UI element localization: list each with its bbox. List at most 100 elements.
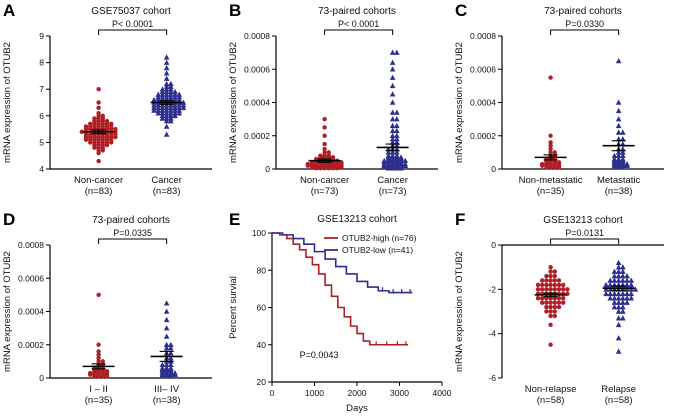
points-group-0 [305,116,344,171]
x-tick-label: 4000 [433,388,452,398]
p-value-label: P< 0.0001 [338,19,379,29]
points-group-1 [151,54,187,137]
p-value-label: P=0.0335 [113,228,152,238]
x-tick-label: 2000 [348,388,367,398]
significance-bracket [324,29,394,35]
y-tick-label: 0.0002 [244,131,270,141]
panel-f: F 0 -2 -4 -6 GSE13213 cohort P=0.0131 Non-rela… [452,209,678,418]
y-axis-label: mRNA expression of OTUB2 [2,42,13,163]
y-tick-label: 7 [39,84,44,94]
group-label: I – II [89,384,107,395]
group-label: Metastatic [597,175,641,186]
y-tick-label: -2 [488,284,496,294]
group-n-label: (n=58) [537,395,565,406]
y-tick-label: 0.0008 [18,240,44,250]
panel-title: 73-paired cohorts [92,215,170,226]
points-group-1 [159,300,178,379]
group-label: Relapse [601,384,636,395]
significance-bracket [98,29,168,35]
y-tick-label: 0 [39,373,44,383]
y-tick-label: 20 [257,377,267,387]
km-curve-1 [272,232,413,294]
p-value-label: P< 0.0001 [112,19,153,29]
y-tick-label: 5 [39,137,44,147]
y-tick-label: 100 [252,228,266,238]
group-label: Non-metastatic [519,175,583,186]
group-n-label: (n=38) [153,395,181,406]
significance-bracket [550,29,620,35]
x-tick-label: 0 [270,388,275,398]
group-n-label: (n=83) [85,186,113,197]
points-group-1 [611,57,630,170]
panel-letter-a: A [3,1,16,20]
panel-title: GSE13213 cohort [317,214,397,225]
panel-f-chart: 0 -2 -4 -6 GSE13213 cohort P=0.0131 Non-relaps… [454,215,664,406]
significance-bracket [98,238,168,244]
y-tick-label: 0.0006 [470,64,496,74]
panel-letter-f: F [455,210,466,229]
significance-bracket [550,238,620,244]
km-curve-0 [272,232,408,346]
points-group-0 [79,87,118,164]
group-n-label: (n=38) [605,186,633,197]
y-tick-label: 6 [39,111,44,121]
y-tick-label: 0.0006 [244,64,270,74]
panel-title: GSE13213 cohort [543,215,623,226]
y-tick-label: 60 [257,303,267,313]
group-n-label: (n=35) [537,186,565,197]
y-tick-label: 0.0008 [244,31,270,41]
group-n-label: (n=58) [605,395,633,406]
y-axis-label: mRNA expression of OTUB2 [228,42,239,163]
x-tick-label: 1000 [305,388,324,398]
panel-title: GSE75037 cohort [91,6,171,17]
p-value-label: P=0.0043 [300,350,339,360]
panel-letter-b: B [229,1,242,20]
panel-c-chart: 0 0.0002 0.0004 0.0006 0.0008 73-paired cohor… [454,6,664,197]
group-label: Cancer [151,175,182,186]
points-group-1 [381,49,409,171]
y-tick-label: 4 [39,164,44,174]
group-n-label: (n=73) [379,186,407,197]
group-n-label: (n=35) [85,395,113,406]
y-tick-label: 0.0002 [470,131,496,141]
p-value-label: P=0.0330 [565,19,604,29]
y-axis-label: mRNA expression of OTUB2 [454,42,465,163]
y-tick-label: -4 [488,329,496,339]
points-group-1 [603,259,639,354]
legend-label-1: OTUB2-low (n=41) [342,245,413,255]
group-label: Cancer [377,175,408,186]
group-label: Non-cancer [74,175,123,186]
points-group-0 [535,264,570,347]
panel-b: B 0 0.0002 0.0004 0.0006 0.0008 73-paired coh… [226,0,452,209]
group-label: Non-relapse [525,384,577,395]
panel-b-chart: 0 0.0002 0.0004 0.0006 0.0008 73-paired cohor… [228,6,438,197]
y-tick-label: 0 [491,164,496,174]
y-tick-label: 0.0004 [470,98,496,108]
panel-e: E 20 40 60 80 100 0 1000 2000 3000 4000 GSE13213 c… [226,209,452,418]
y-tick-label: -6 [488,373,496,383]
y-tick-label: 0.0006 [18,273,44,283]
panel-a: A 4 5 6 7 8 9 GSE75037 cohort P< 0.0001 Non-canc… [0,0,226,209]
y-tick-label: 0 [491,240,496,250]
y-tick-label: 0.0004 [244,98,270,108]
y-tick-label: 80 [257,265,267,275]
y-tick-label: 0 [265,164,270,174]
y-axis-label: mRNA expression of OTUB2 [2,251,13,372]
y-tick-label: 8 [39,58,44,68]
panel-letter-d: D [3,210,16,229]
legend-label-0: OTUB2-high (n=76) [342,233,417,243]
group-n-label: (n=83) [153,186,181,197]
y-tick-label: 9 [39,31,44,41]
group-n-label: (n=73) [311,186,339,197]
group-label: III– IV [154,384,179,395]
y-tick-label: 0.0004 [18,307,44,317]
panel-d-chart: 0 0.0002 0.0004 0.0006 0.0008 73-paired cohor… [2,215,212,406]
y-tick-label: 0.0002 [18,340,44,350]
x-tick-label: 3000 [390,388,409,398]
p-value-label: P=0.0131 [565,228,604,238]
group-label: Non-cancer [300,175,349,186]
x-axis-label: Days [346,403,368,414]
y-axis-label: mRNA expression of OTUB2 [454,251,465,372]
